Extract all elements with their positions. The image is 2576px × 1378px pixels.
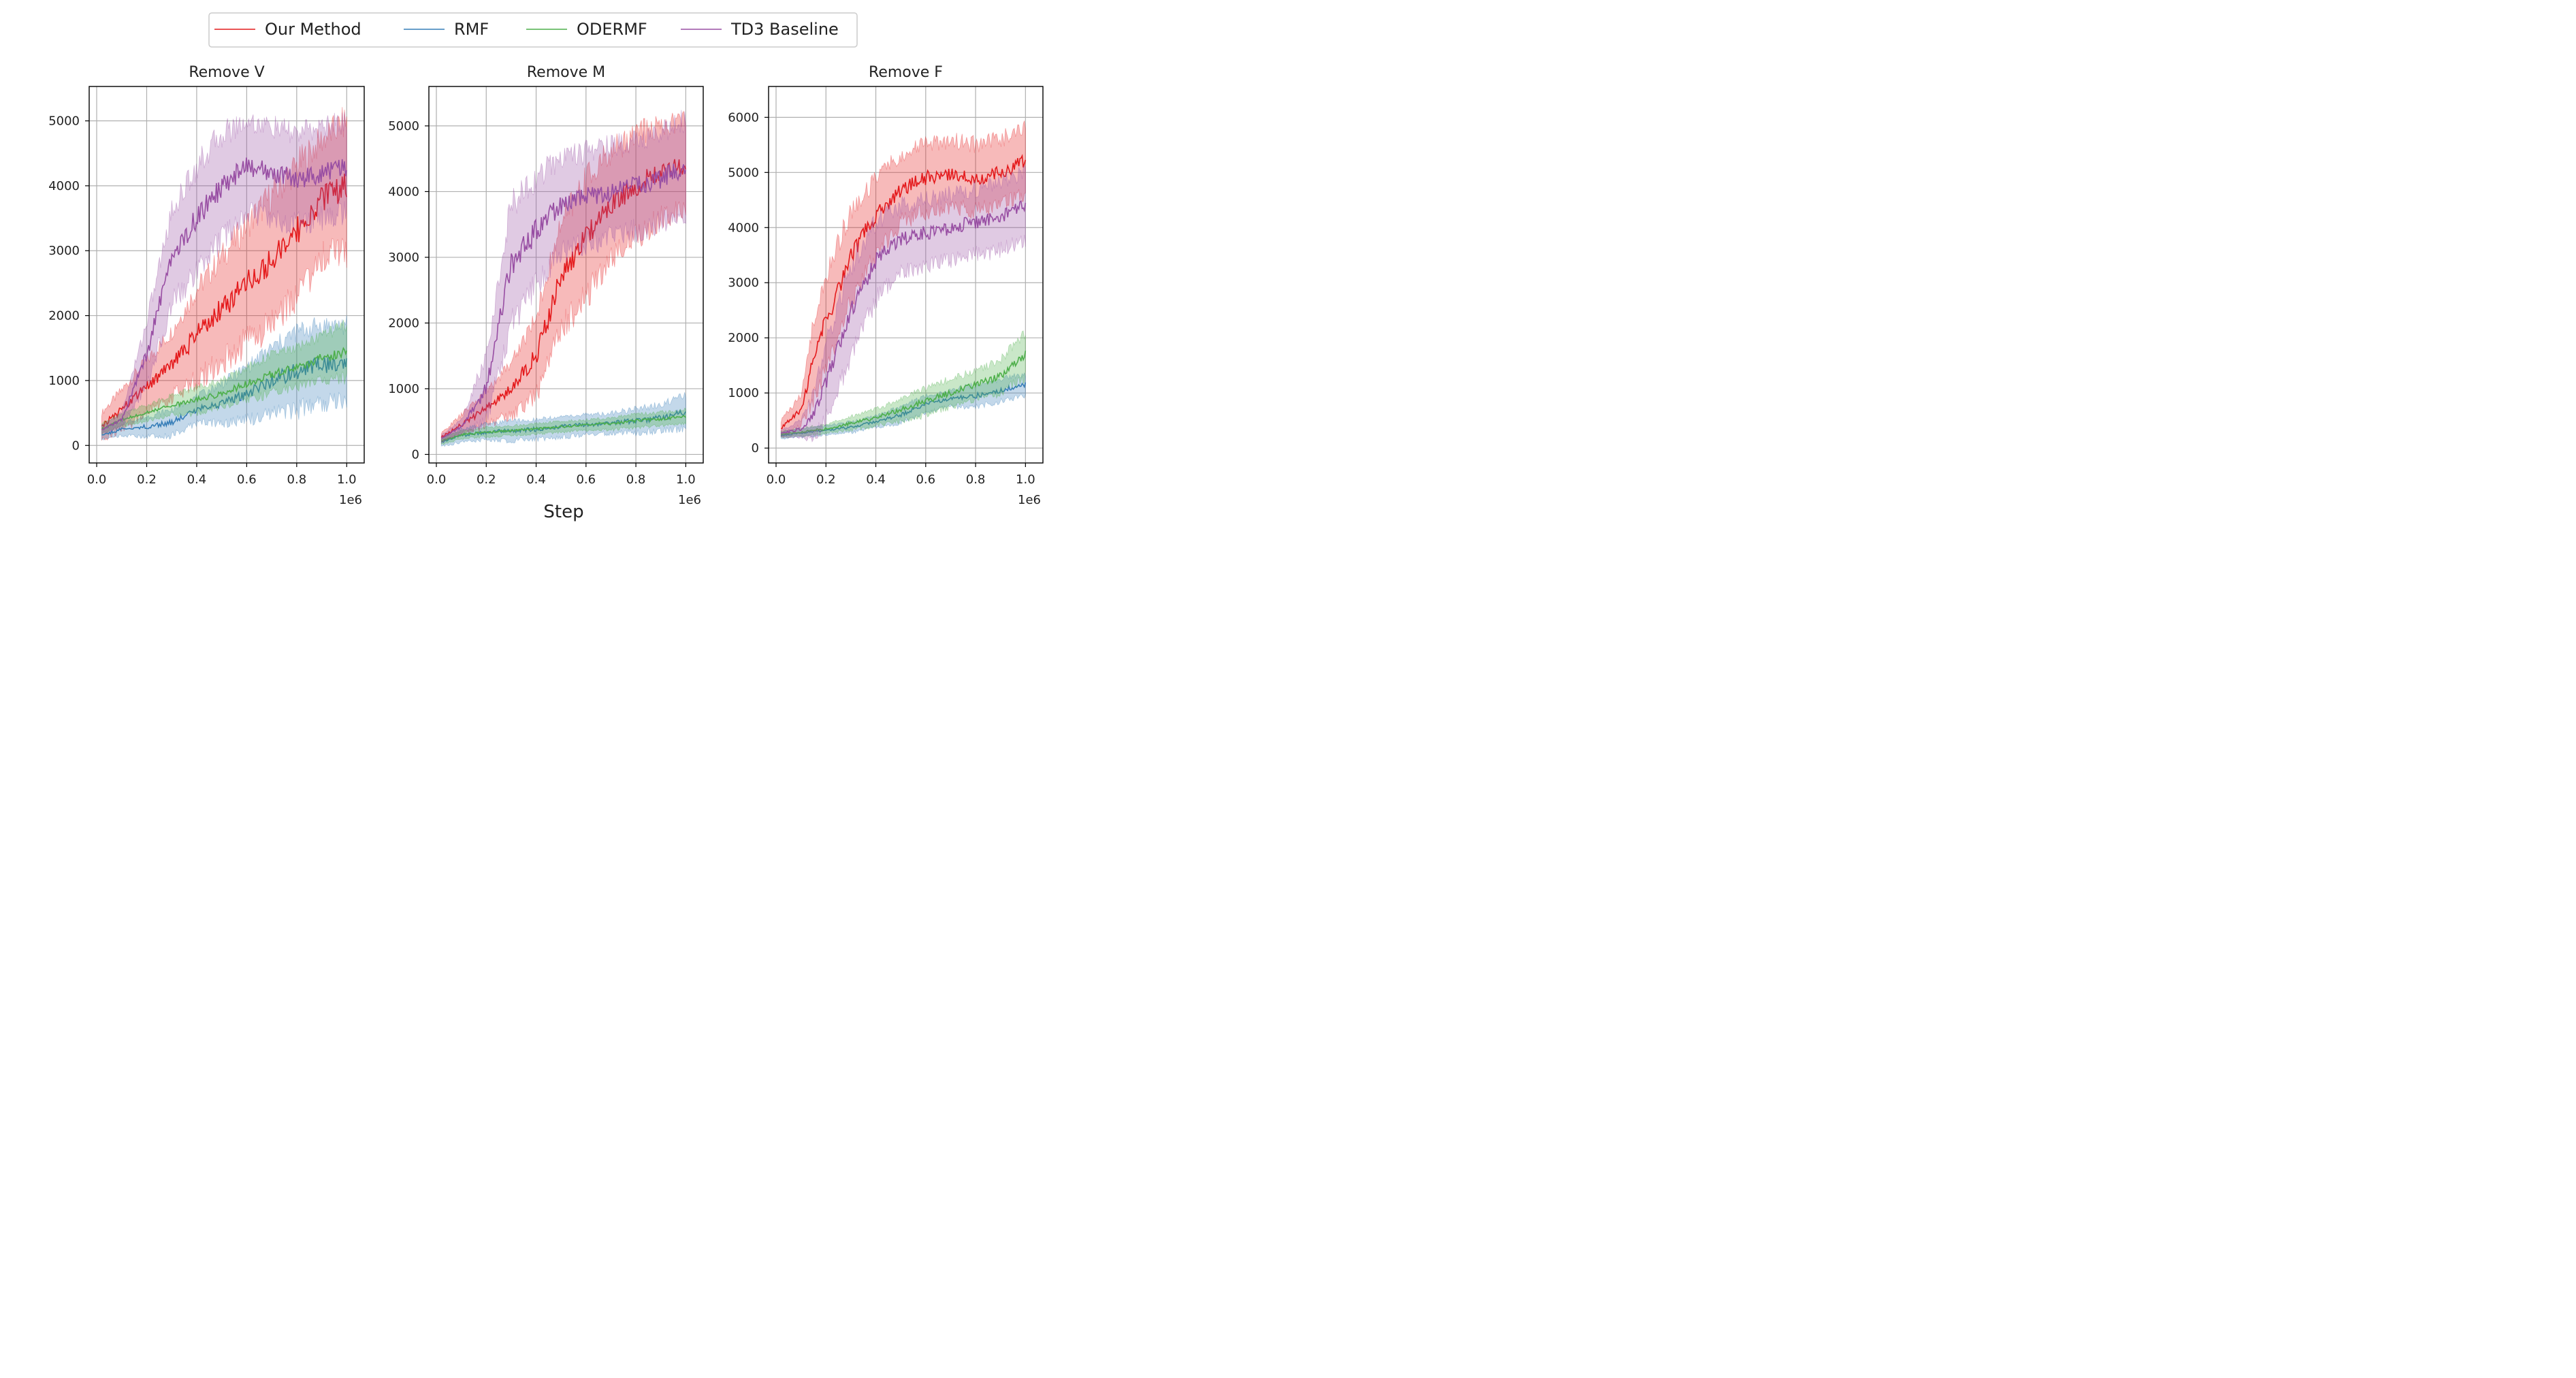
legend-label: TD3 Baseline [730,20,839,39]
axes-frame [768,86,1044,464]
axes-frame [88,86,365,464]
y-tick-label: 5000 [48,114,80,129]
series-band [440,110,686,445]
x-offset-label: 1e6 [678,493,701,507]
series-line [780,382,1027,437]
series-line [101,157,348,430]
plot-area [101,107,348,441]
x-tick-label: 0.2 [137,472,157,487]
series-line [441,415,686,442]
axes-frame [428,86,704,464]
x-tick-label: 0.6 [916,472,935,487]
y-tick-label: 6000 [728,110,759,125]
x-offset-label: 1e6 [339,493,362,507]
series-band [101,315,347,441]
x-tick-label: 0.0 [767,472,786,487]
y-tick-label: 3000 [388,251,419,265]
series-line [781,350,1027,435]
legend-entry: TD3 Baseline [681,20,839,39]
y-tick-label: 2000 [48,309,80,323]
legend-label: ODERMF [577,20,647,39]
y-tick-label: 2000 [388,316,419,330]
x-tick-label: 0.4 [526,472,546,487]
x-tick-label: 1.0 [337,472,357,487]
x-tick-label: 0.6 [576,472,596,487]
series-band [440,392,686,447]
legend-entry: ODERMF [526,20,647,39]
axes-container: Remove V 0.0 0.2 0.4 0.6 0.8 1.0 0 1000 2000 3000 4… [48,64,1044,507]
series-line [440,159,687,438]
subplot-title: Remove M [527,64,605,81]
x-tick-label: 0.0 [87,472,107,487]
y-tick-label: 0 [72,438,80,453]
x-tick-label: 0.0 [427,472,447,487]
shared-x-axis-label: Step [543,502,583,522]
x-tick-label: 0.4 [866,472,886,487]
y-tick-label: 2000 [728,331,759,345]
grid [429,86,703,463]
subplot: Remove F 0.0 0.2 0.4 0.6 0.8 1.0 0 1000 2000 3000 4… [728,64,1044,507]
series-band [101,107,347,441]
figure: Our Method RMF ODERMF TD3 Baseline Remove V… [48,12,1044,522]
x-tick-label: 0.2 [477,472,496,487]
y-tick-label: 4000 [388,185,419,199]
x-tick-label: 1.0 [1016,472,1035,487]
series-line [781,154,1027,430]
subplot-title: Remove F [869,64,943,81]
legend-entry: Our Method [214,20,361,39]
x-tick-label: 0.8 [966,472,986,487]
series-band [780,165,1026,443]
y-tick-label: 1000 [388,382,419,396]
series-band [440,407,686,445]
y-tick-label: 1000 [48,374,80,388]
series-line [101,357,348,436]
series-band [101,112,347,434]
series-band [101,319,347,435]
x-tick-label: 0.6 [237,472,257,487]
x-tick-label: 1.0 [676,472,696,487]
y-tick-label: 3000 [728,276,759,290]
y-tick-label: 3000 [48,244,80,258]
x-tick-label: 0.8 [626,472,646,487]
subplot-title: Remove V [189,64,264,81]
subplot: Remove V 0.0 0.2 0.4 0.6 0.8 1.0 0 1000 2000 3000 4… [48,64,365,507]
series-line [101,347,348,430]
x-offset-label: 1e6 [1018,493,1041,507]
legend-label: RMF [454,20,489,39]
x-tick-label: 0.8 [287,472,307,487]
plot-area [780,121,1027,443]
x-tick-label: 0.2 [816,472,836,487]
series-line [780,200,1027,434]
y-tick-label: 5000 [728,165,759,180]
legend: Our Method RMF ODERMF TD3 Baseline [208,12,858,48]
y-tick-label: 0 [752,441,759,455]
y-tick-label: 1000 [728,386,759,400]
y-tick-label: 5000 [388,119,419,133]
y-tick-label: 0 [412,447,419,462]
legend-entry: RMF [404,20,489,39]
legend-label: Our Method [265,20,361,39]
subplot: Remove M 0.0 0.2 0.4 0.6 0.8 1.0 0 1000 2000 3000 4… [388,64,704,507]
plot-area [440,110,687,447]
legend-frame [208,12,858,48]
series-band [780,121,1026,438]
series-line [441,163,687,438]
y-tick-label: 4000 [48,179,80,193]
series-line [101,173,348,428]
x-tick-label: 0.4 [187,472,207,487]
y-tick-label: 4000 [728,221,759,235]
